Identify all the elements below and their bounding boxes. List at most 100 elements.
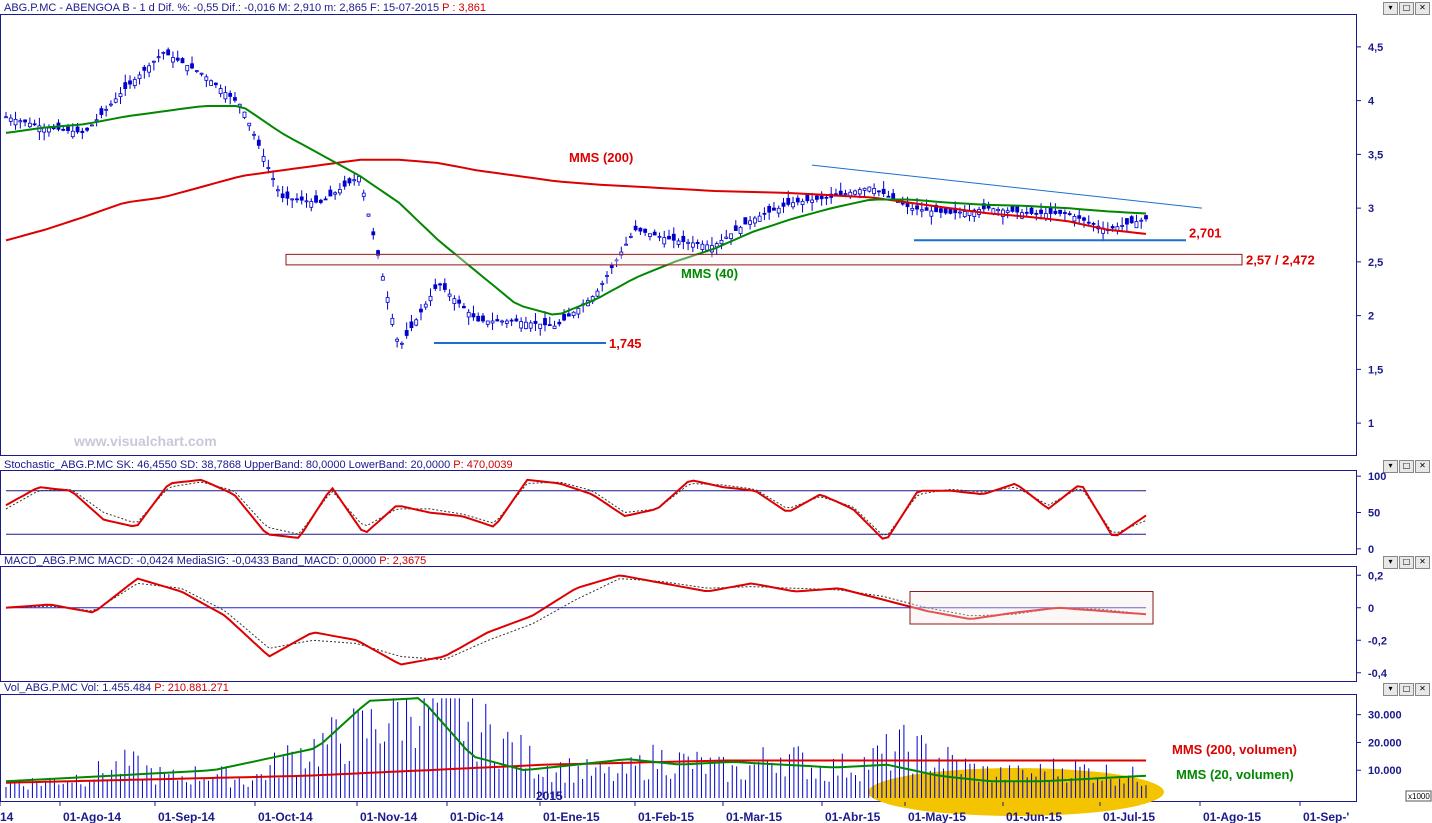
y-tick-label: 1,5 [1368, 364, 1383, 376]
minimize-button[interactable]: ▾ [1383, 556, 1398, 569]
candle-body [695, 242, 700, 244]
candle-body [75, 126, 80, 133]
y-tick-label: 4,5 [1368, 42, 1383, 54]
candle-body [1134, 221, 1139, 229]
candle-body [1005, 210, 1010, 213]
candle-body [266, 167, 271, 169]
vol-unit-box [1405, 790, 1432, 802]
candle-body [958, 211, 962, 214]
candle-body [528, 322, 533, 329]
y-tick-label: 4 [1368, 96, 1375, 108]
minimize-button[interactable]: ▾ [1383, 683, 1398, 696]
y-tick-label: 50 [1368, 508, 1380, 520]
candle-body [557, 321, 562, 325]
candle-body [938, 208, 943, 213]
candle-body [576, 307, 581, 315]
candle-body [519, 321, 524, 329]
candle-body [881, 188, 886, 195]
candle-body [61, 128, 66, 131]
candle-body [1048, 207, 1053, 214]
vol-header-text: Vol_ABG.P.MC Vol: 1.455.484 [4, 682, 152, 694]
candle-body [1129, 216, 1134, 224]
candle-body [1029, 207, 1034, 214]
stoch-header-p: P: 470,0039 [453, 459, 513, 471]
candle-body [700, 243, 705, 250]
candle-body [204, 76, 209, 81]
y-tick-label: -0,4 [1368, 668, 1388, 680]
candle-body [1010, 206, 1015, 212]
candle-body [4, 116, 8, 119]
candle-body [247, 122, 252, 127]
candle-body [352, 179, 357, 182]
candle-body [843, 193, 848, 195]
macd-highlight-box [909, 591, 1154, 625]
candle-body [213, 82, 218, 86]
stoch-header-text: Stochastic_ABG.P.MC SK: 46,4550 SD: 38,7… [4, 459, 451, 471]
candle-body [795, 197, 800, 203]
candle-body [876, 190, 881, 193]
minimize-button[interactable]: ▾ [1383, 460, 1398, 473]
zone-label: 2,57 / 2,472 [1246, 253, 1315, 268]
candle-body [538, 323, 543, 329]
candle-body [481, 315, 485, 322]
candle-body [151, 60, 156, 63]
candle-body [347, 178, 352, 184]
candle-body [600, 282, 605, 285]
x-tick-label: 01-Ago-14 [63, 810, 121, 823]
candle-body [690, 242, 695, 248]
support-low-label: 1,745 [609, 336, 642, 351]
y-tick-label: 2,5 [1368, 257, 1383, 269]
candle-body [891, 193, 896, 200]
candle-body [609, 265, 614, 269]
candle-body [867, 186, 872, 192]
candle-body [500, 320, 504, 323]
candle-body [438, 283, 442, 286]
maximize-button[interactable]: □ [1399, 556, 1414, 569]
candle-body [571, 311, 576, 316]
candle-body [404, 330, 409, 336]
close-button[interactable]: ✕ [1415, 683, 1430, 696]
candle-body [533, 320, 538, 324]
candle-body [1063, 212, 1067, 214]
y-tick-label: -0,2 [1368, 635, 1387, 647]
candle-body [18, 120, 23, 123]
candle-body [1058, 209, 1063, 214]
candle-body [252, 133, 256, 136]
candle-body [180, 58, 185, 64]
maximize-button[interactable]: □ [1399, 2, 1414, 15]
candle-body [357, 176, 361, 183]
close-button[interactable]: ✕ [1415, 556, 1430, 569]
vol-panel-window-buttons: ▾ □ ✕ [1383, 683, 1430, 696]
candle-body [228, 92, 233, 97]
candle-body [94, 119, 99, 122]
candle-body [485, 320, 490, 325]
candle-body [562, 313, 566, 321]
maximize-button[interactable]: □ [1399, 683, 1414, 696]
candle-body [1110, 226, 1115, 229]
candle-body [1144, 215, 1148, 220]
candle-body [285, 191, 290, 199]
minimize-button[interactable]: ▾ [1383, 2, 1398, 15]
candle-body [366, 213, 371, 217]
y-tick-label: 1 [1368, 418, 1374, 430]
candle-body [924, 207, 929, 211]
x-tick-label: 01-Sep-14 [158, 810, 215, 823]
x-tick-label: 01-Nov-14 [360, 810, 418, 823]
candle-body [32, 123, 37, 126]
candle-body [605, 275, 609, 277]
candle-body [23, 119, 27, 123]
y-tick-label: 10.000 [1368, 765, 1402, 777]
maximize-button[interactable]: □ [1399, 460, 1414, 473]
macd-panel-header: MACD_ABG.P.MC MACD: -0,0424 MediaSIG: -0… [4, 554, 426, 568]
candle-body [919, 209, 924, 212]
vol-header-p: P: 210.881.271 [154, 682, 229, 694]
plot-frame [0, 694, 1357, 802]
candle-body [767, 206, 772, 213]
x-tick-label: 01-Ago-15 [1203, 810, 1261, 823]
price-panel-window-buttons: ▾ □ ✕ [1383, 2, 1430, 15]
candle-body [638, 227, 643, 232]
watermark: www.visualchart.com [73, 433, 217, 449]
candle-body [552, 325, 557, 329]
close-button[interactable]: ✕ [1415, 2, 1430, 15]
close-button[interactable]: ✕ [1415, 460, 1430, 473]
